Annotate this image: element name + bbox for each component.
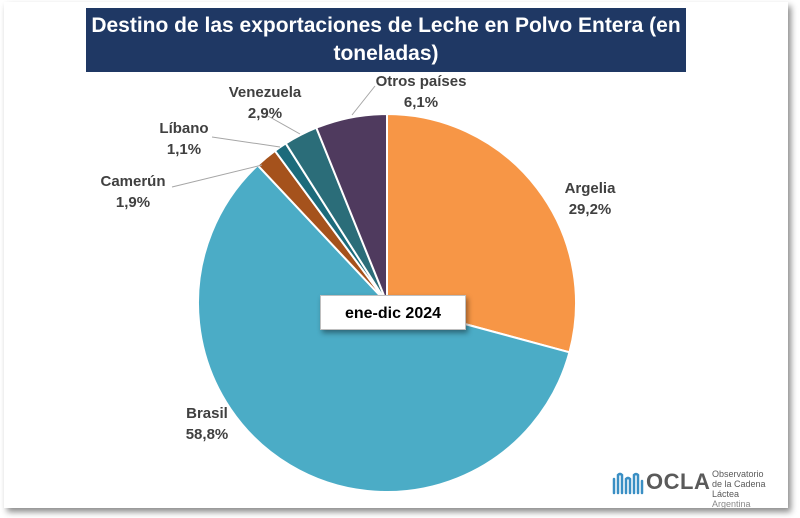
period-label: ene-dic 2024 <box>320 295 466 330</box>
logo-subtitle: Observatorio de la Cadena Láctea Argenti… <box>712 469 792 509</box>
slice-label-value: 29,2% <box>569 201 612 218</box>
slice-label-camer-n: Camerún 1,9% <box>100 173 165 211</box>
logo-wordmark: OCLA <box>646 469 711 494</box>
slice-label-value: 6,1% <box>404 94 438 111</box>
logo-line-3: Argentina <box>712 499 751 509</box>
slice-label-value: 1,9% <box>116 194 150 211</box>
slice-label-name: Líbano <box>159 120 208 137</box>
slice-labels: Argelia 29,2% Brasil 58,8% Camerún 1,9% Líbano… <box>100 73 616 443</box>
logo-wave-icon <box>612 472 644 495</box>
chart-title: Destino de las exportaciones de Leche en… <box>86 8 686 72</box>
slice-label-l-bano: Líbano 1,1% <box>159 120 208 158</box>
leader-line-camer-n <box>171 164 263 188</box>
slice-label-value: 2,9% <box>248 105 282 122</box>
pie-slice-otros-pa-ses <box>315 112 388 304</box>
slice-label-name: Brasil <box>186 405 228 422</box>
slice-label-value: 58,8% <box>186 426 229 443</box>
logo-line-1: Observatorio <box>712 469 764 479</box>
logo-line-2: de la Cadena Láctea <box>712 479 766 499</box>
leader-lines <box>171 85 376 188</box>
slice-label-name: Camerún <box>100 173 165 190</box>
slice-label-venezuela: Venezuela 2,9% <box>229 84 302 122</box>
slice-label-name: Venezuela <box>229 84 302 101</box>
slice-label-otros-pa-ses: Otros países 6,1% <box>376 73 467 111</box>
leader-line-otros-pa-ses <box>351 85 376 116</box>
pie-slice-argelia <box>386 112 577 354</box>
slice-label-argelia: Argelia 29,2% <box>565 180 617 218</box>
slice-label-name: Otros países <box>376 73 467 90</box>
ocla-logo: OCLA Observatorio de la Cadena Láctea Ar… <box>612 465 792 509</box>
slice-label-value: 1,1% <box>167 141 201 158</box>
slice-label-brasil: Brasil 58,8% <box>186 405 229 443</box>
leader-line-venezuela <box>267 115 301 135</box>
leader-line-l-bano <box>211 136 281 148</box>
slice-label-name: Argelia <box>565 180 617 197</box>
